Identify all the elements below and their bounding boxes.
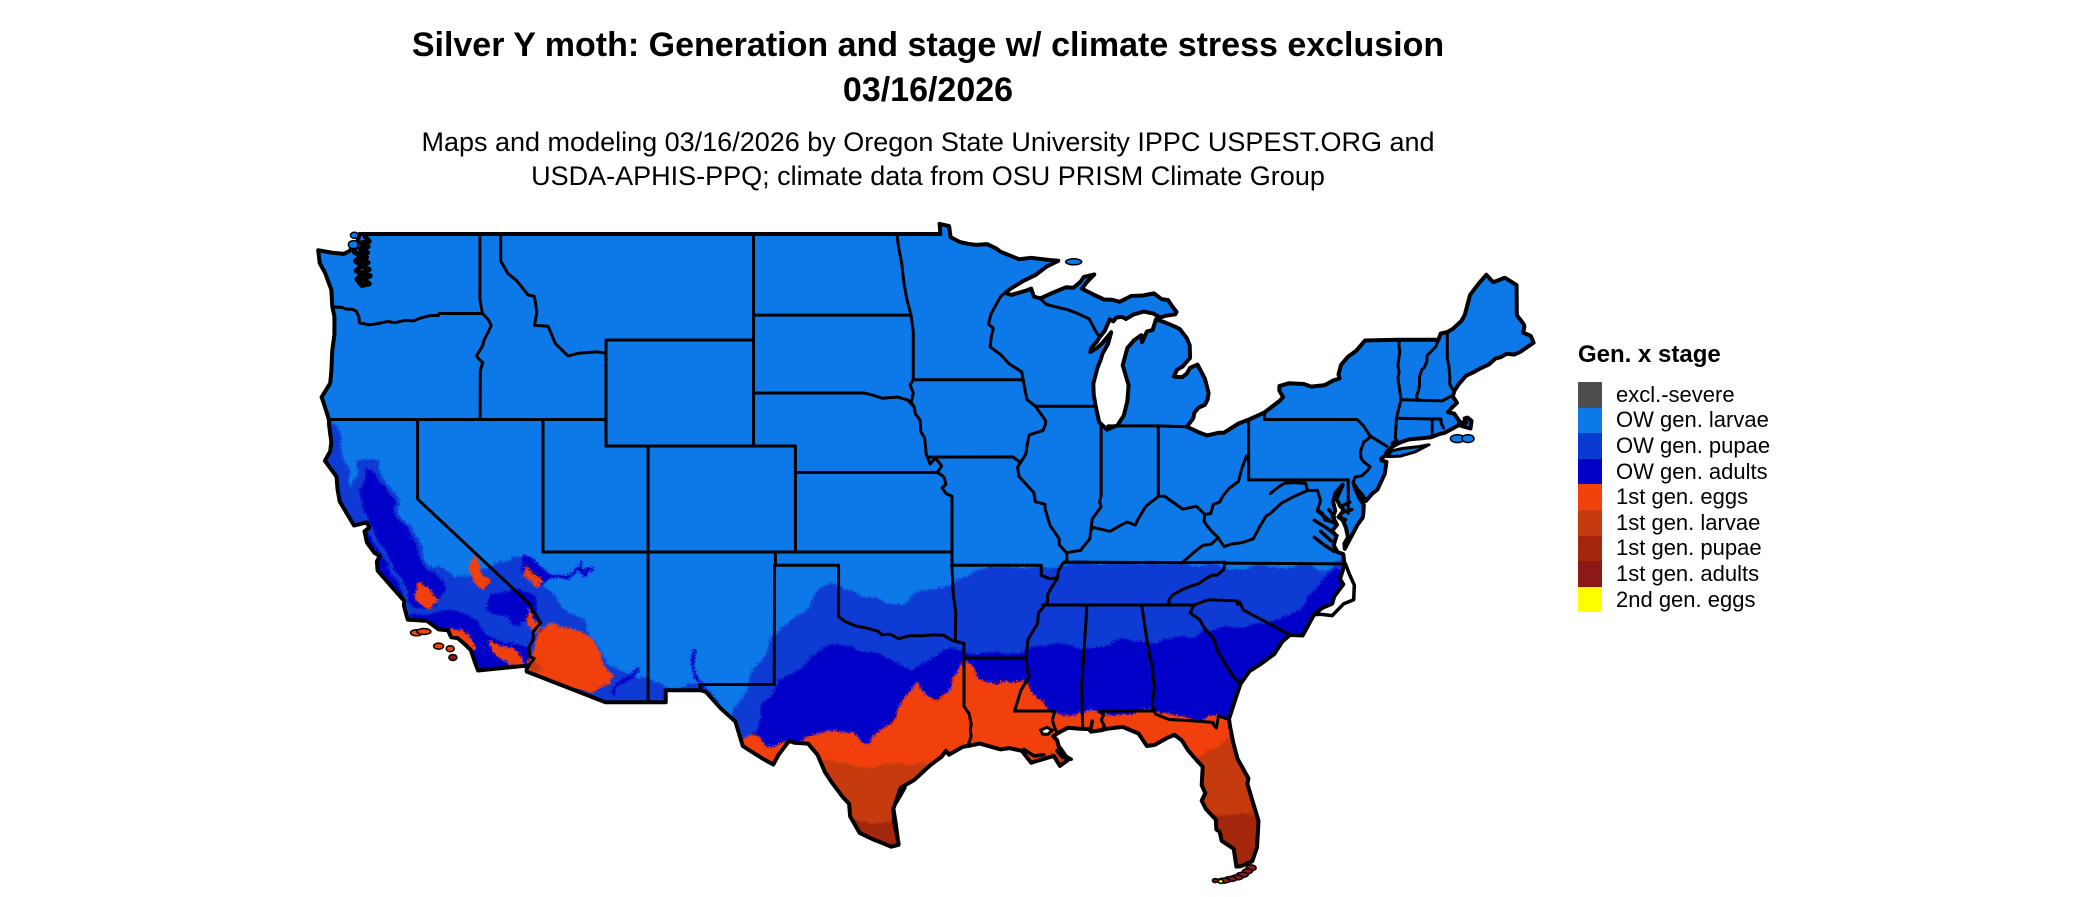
legend-item-label: OW gen. pupae [1616, 433, 1770, 459]
lake-pontchartrain [1041, 727, 1053, 734]
legend-item: OW gen. pupae [1578, 433, 1770, 459]
legend-swatch [1578, 587, 1602, 613]
island-dot [446, 646, 454, 652]
state-border-line [1224, 563, 1344, 564]
island-dot [449, 655, 457, 661]
legend-item: 1st gen. adults [1578, 561, 1770, 587]
coastal-water-squiggle [1345, 510, 1352, 512]
band-pupae1 [586, 812, 1681, 876]
legend-item-label: 1st gen. adults [1616, 561, 1759, 587]
island-dot [1066, 259, 1082, 265]
island-dot [434, 643, 444, 649]
legend-swatch [1578, 561, 1602, 587]
island-dot [350, 232, 358, 238]
legend-swatch [1578, 382, 1602, 408]
legend-item-label: 1st gen. eggs [1616, 484, 1748, 510]
legend-swatch [1578, 459, 1602, 485]
legend-item-label: OW gen. adults [1616, 459, 1768, 485]
island-dot [1462, 435, 1474, 443]
coastal-water-squiggle [1091, 721, 1093, 729]
map-fills [250, 180, 1681, 892]
island-dot [417, 629, 431, 635]
legend-swatch [1578, 433, 1602, 459]
band-larvae1 [586, 787, 1681, 860]
coastal-water-squiggle [1340, 517, 1346, 520]
legend-swatch [1578, 484, 1602, 510]
legend-item: 1st gen. pupae [1578, 536, 1770, 562]
legend-item: OW gen. adults [1578, 459, 1770, 485]
island-dot [1212, 879, 1218, 883]
legend-item-label: 1st gen. larvae [1616, 510, 1760, 536]
legend-item-label: 2nd gen. eggs [1616, 587, 1755, 613]
legend-swatch [1578, 408, 1602, 434]
legend-item: OW gen. larvae [1578, 408, 1770, 434]
legend-item-label: OW gen. larvae [1616, 407, 1769, 433]
legend-item: 2nd gen. eggs [1578, 587, 1770, 613]
legend-item: 1st gen. eggs [1578, 484, 1770, 510]
legend-item-label: 1st gen. pupae [1616, 535, 1762, 561]
legend-swatch [1578, 536, 1602, 562]
legend-item: excl.-severe [1578, 382, 1770, 408]
legend-item-label: excl.-severe [1616, 382, 1735, 408]
legend-item: 1st gen. larvae [1578, 510, 1770, 536]
band-base [250, 180, 1600, 892]
legend-swatch [1578, 510, 1602, 536]
island-dot [348, 241, 358, 249]
state-border-line [754, 393, 871, 395]
legend-title: Gen. x stage [1578, 341, 1770, 369]
